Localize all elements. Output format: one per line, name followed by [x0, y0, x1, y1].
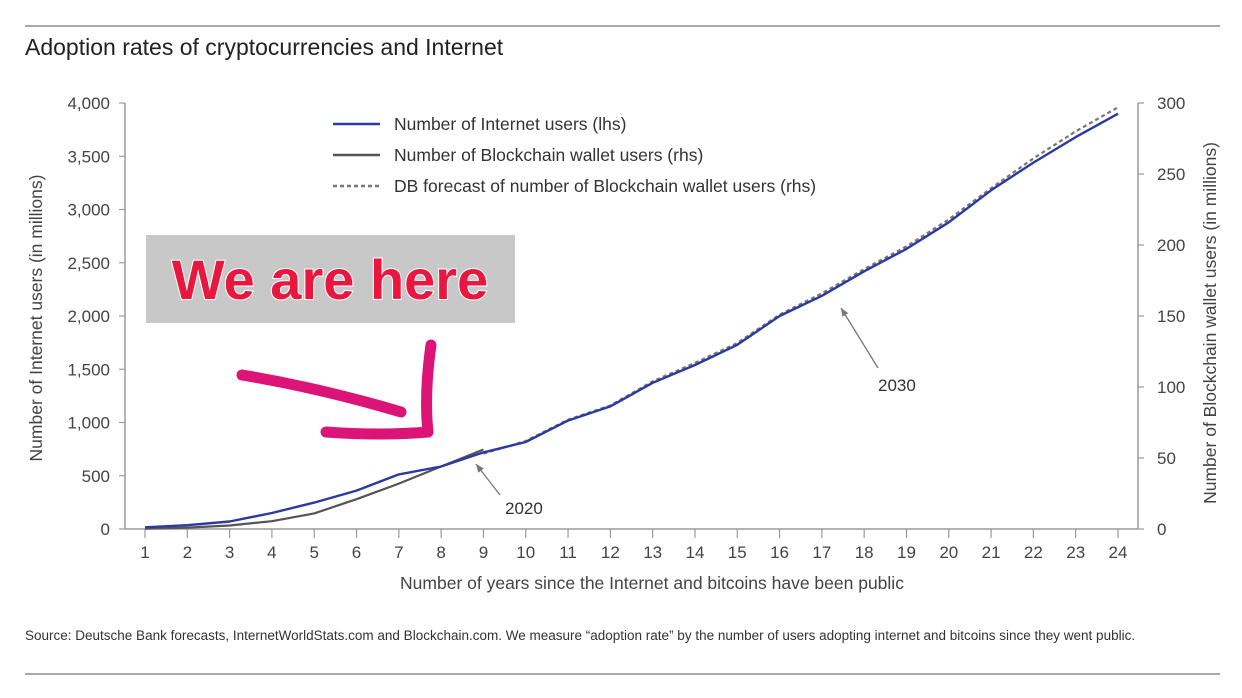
x-tick-label: 18	[855, 543, 874, 562]
y-right-tick-label: 150	[1157, 307, 1185, 326]
chart-axes: 0 500 1,000 1,500 2,000 2,500 3,000 3,500 4,000 0…	[26, 94, 1220, 593]
x-tick-label: 14	[685, 543, 704, 562]
y-right-tick-label: 300	[1157, 94, 1185, 113]
y-right-tick-label: 50	[1157, 449, 1176, 468]
y-right-tick-label: 250	[1157, 165, 1185, 184]
x-axis-label: Number of years since the Internet and b…	[400, 573, 904, 593]
annotation-2030: 2030	[878, 376, 916, 395]
y-left-tick-label: 2,500	[67, 254, 110, 273]
we-are-here-text: We are here	[172, 248, 488, 311]
legend-label-3: DB forecast of number of Blockchain wall…	[394, 176, 816, 196]
chart-series	[144, 106, 1119, 530]
y-right-tick-label: 200	[1157, 236, 1185, 255]
series-line-2	[144, 448, 484, 530]
we-are-here-banner	[146, 235, 515, 323]
legend-label-2: Number of Blockchain wallet users (rhs)	[394, 145, 703, 165]
y-left-tick-label: 1,000	[67, 414, 110, 433]
x-tick-label: 15	[728, 543, 747, 562]
x-tick-label: 20	[939, 543, 958, 562]
y-left-tick-label: 3,000	[67, 201, 110, 220]
x-tick-label: 21	[982, 543, 1001, 562]
y-axis-left-label: Number of Internet users (in millions)	[26, 175, 46, 462]
x-tick-label: 24	[1109, 543, 1128, 562]
y-right-tick-label: 100	[1157, 378, 1185, 397]
x-tick-label: 11	[559, 543, 577, 562]
x-tick-label: 23	[1066, 543, 1085, 562]
x-tick-label: 8	[436, 543, 445, 562]
annotation-arrow-2030-head	[841, 308, 849, 317]
y-left-tick-label: 3,500	[67, 147, 110, 166]
x-tick-label: 2	[183, 543, 192, 562]
x-tick-label: 16	[770, 543, 789, 562]
x-tick-label: 13	[643, 543, 662, 562]
chart-title: Adoption rates of cryptocurrencies and I…	[25, 34, 504, 60]
pink-arrow-shaft	[236, 369, 407, 418]
x-tick-label: 3	[225, 543, 234, 562]
y-left-tick-label: 1,500	[67, 360, 110, 379]
top-rule	[25, 25, 1220, 27]
annotation-2020: 2020	[505, 499, 543, 518]
bottom-rule	[25, 673, 1220, 675]
y-right-tick-label: 0	[1157, 520, 1166, 539]
series-line-1	[144, 112, 1119, 529]
annotation-arrow-2030-line	[840, 307, 879, 369]
y-left-tick-label: 500	[82, 467, 110, 486]
x-tick-label: 17	[812, 543, 831, 562]
legend-label-1: Number of Internet users (lhs)	[394, 114, 626, 134]
x-tick-label: 10	[516, 543, 535, 562]
annotation-arrow-2020-head	[476, 464, 484, 473]
y-axis-right-label: Number of Blockchain wallet users (in mi…	[1200, 142, 1220, 504]
x-tick-label: 1	[140, 543, 149, 562]
x-tick-label: 4	[267, 543, 276, 562]
overlay-layer: We are here	[146, 235, 515, 440]
pink-arrow-base	[320, 426, 434, 440]
x-tick-label: 6	[352, 543, 361, 562]
x-tick-label: 5	[309, 543, 318, 562]
x-tick-label: 19	[897, 543, 916, 562]
chart-legend: Number of Internet users (lhs) Number of …	[333, 114, 816, 196]
y-left-tick-label: 2,000	[67, 307, 110, 326]
x-tick-label: 22	[1024, 543, 1043, 562]
x-tick-label: 7	[394, 543, 403, 562]
x-tick-label: 12	[601, 543, 620, 562]
chart-annotations: 2020 2030	[475, 307, 916, 518]
y-left-tick-label: 4,000	[67, 94, 110, 113]
pink-arrow-vertical	[421, 339, 437, 438]
source-note: Source: Deutsche Bank forecasts, Interne…	[25, 628, 1136, 643]
y-left-tick-label: 0	[101, 520, 110, 539]
x-tick-label: 9	[479, 543, 488, 562]
